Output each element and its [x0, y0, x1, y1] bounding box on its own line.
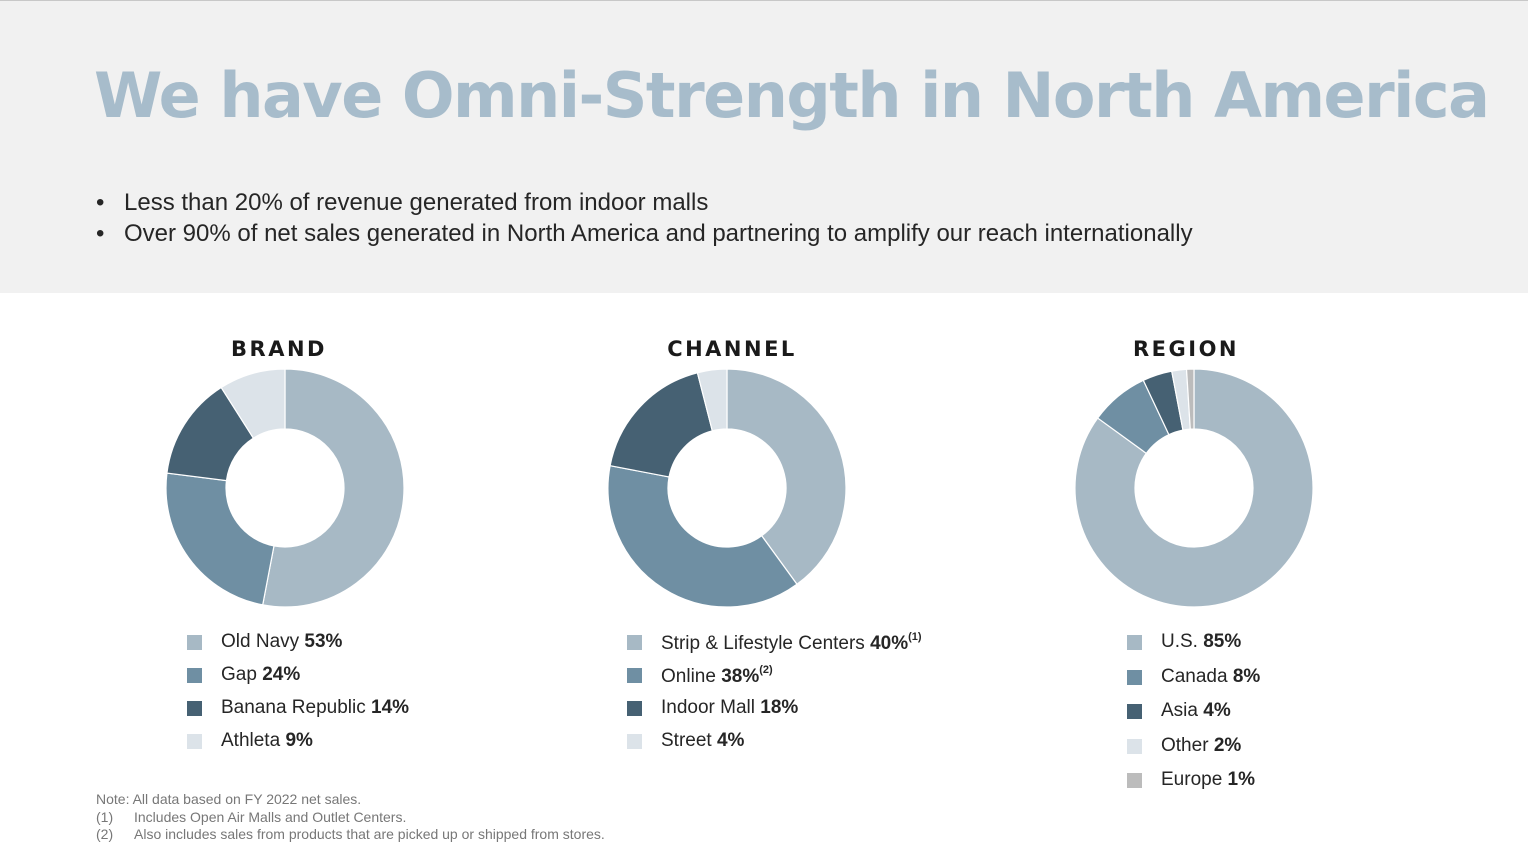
legend-label: Banana Republic: [221, 697, 371, 718]
legend-value: 85%: [1203, 631, 1242, 652]
legend-label: Indoor Mall: [661, 697, 761, 718]
legend-label: Gap: [221, 664, 263, 685]
legend-value: 24%: [262, 664, 301, 685]
legend-label: Strip & Lifestyle Centers: [661, 633, 871, 654]
header-band: We have Omni-Strength in North America •…: [0, 0, 1528, 293]
footnote-mark: (2): [96, 826, 114, 842]
channel-donut-chart: [607, 368, 847, 608]
legend-value: 4%: [1203, 700, 1231, 721]
footnote-mark: (1): [96, 808, 114, 825]
region-legend: U.S. 85% Canada 8% Asia 4% Other 2% Europe 1…: [1127, 631, 1367, 796]
slice-athleta: [220, 368, 286, 440]
slice-old-navy: [261, 368, 405, 608]
slice-gap: [165, 472, 275, 606]
legend-swatch-icon: [1127, 773, 1142, 788]
legend-label: Street: [661, 730, 717, 751]
legend-value: 38%: [721, 666, 760, 687]
legend-label: Athleta: [221, 730, 286, 751]
brand-chart-title: BRAND: [231, 337, 327, 361]
legend-value: 2%: [1213, 734, 1242, 756]
legend-value: 14%: [371, 697, 410, 718]
legend-value: 18%: [760, 697, 799, 718]
slice-strip-lifestyle-centers: [726, 368, 847, 586]
legend-swatch-icon: [187, 701, 202, 716]
footnote-marker: (2): [759, 664, 773, 676]
legend-text: Other 2%: [1161, 735, 1241, 757]
legend-swatch-icon: [187, 635, 202, 650]
legend-value: 8%: [1232, 665, 1261, 687]
legend-label: Asia: [1161, 700, 1204, 721]
slice-indoor-mall: [609, 372, 714, 478]
slice-street: [696, 368, 728, 432]
legend-text: Street 4%: [661, 730, 744, 752]
footnote-text: Also includes sales from products that a…: [134, 826, 605, 842]
legend-swatch-icon: [187, 668, 202, 683]
legend-text: Strip & Lifestyle Centers 40%(1): [661, 631, 922, 655]
brand-legend: Old Navy 53% Gap 24% Banana Republic 14% At…: [187, 631, 487, 761]
slice-europe: [1185, 368, 1195, 430]
legend-label: Canada: [1161, 665, 1233, 687]
legend-swatch-icon: [187, 734, 202, 749]
region-chart-title: REGION: [1133, 337, 1239, 361]
legend-label: Europe: [1161, 769, 1228, 790]
region-donut-chart: [1074, 368, 1314, 608]
legend-text: Asia 4%: [1161, 700, 1231, 722]
channel-chart-title: CHANNEL: [667, 337, 797, 361]
legend-value: 9%: [285, 730, 313, 751]
legend-swatch-icon: [627, 734, 642, 749]
legend-text: Online 38%(2): [661, 664, 773, 688]
legend-value: 53%: [304, 631, 343, 652]
footnote-1: (1) Includes Open Air Malls and Outlet Ce…: [96, 809, 605, 827]
bullet-text: Over 90% of net sales generated in North…: [124, 220, 1193, 247]
bullet-list: • Less than 20% of revenue generated from…: [96, 187, 1193, 249]
legend-text: Indoor Mall 18%: [661, 697, 798, 719]
legend-swatch-icon: [627, 701, 642, 716]
legend-value: 4%: [716, 730, 745, 751]
legend-text: Athleta 9%: [221, 730, 313, 752]
bullet-text: Less than 20% of revenue generated from …: [124, 189, 709, 216]
slice-online: [607, 464, 798, 608]
page-title: We have Omni-Strength in North America: [94, 59, 1490, 132]
legend-swatch-icon: [627, 635, 642, 650]
legend-text: Old Navy 53%: [221, 631, 342, 653]
footnote-2: (2) Also includes sales from products tha…: [96, 826, 605, 844]
legend-text: Banana Republic 14%: [221, 697, 409, 719]
note-line: Note: All data based on FY 2022 net sale…: [96, 791, 362, 807]
legend-text: Canada 8%: [1161, 666, 1260, 688]
channel-legend: Strip & Lifestyle Centers 40%(1) Online 3…: [627, 631, 967, 761]
bullet-icon: •: [96, 220, 105, 247]
legend-text: Europe 1%: [1161, 769, 1255, 791]
legend-label: Other: [1161, 734, 1214, 756]
footnote-marker: (1): [908, 631, 922, 643]
legend-swatch-icon: [1127, 738, 1142, 754]
legend-label: Online: [661, 666, 722, 687]
legend-swatch-icon: [1127, 669, 1142, 685]
legend-value: 40%: [870, 633, 909, 654]
notes: Note: All data based on FY 2022 net sale…: [96, 791, 605, 844]
legend-label: Old Navy: [221, 631, 305, 652]
footnote-text: Includes Open Air Malls and Outlet Cente…: [134, 808, 407, 825]
bullet-item: • Over 90% of net sales generated in Nort…: [96, 218, 1193, 249]
legend-swatch-icon: [1127, 635, 1142, 650]
brand-donut-chart: [165, 368, 405, 608]
legend-value: 1%: [1227, 769, 1256, 790]
legend-text: U.S. 85%: [1161, 631, 1241, 653]
legend-text: Gap 24%: [221, 664, 300, 686]
slice-u-s: [1074, 368, 1314, 608]
bullet-icon: •: [96, 189, 105, 216]
legend-label: U.S.: [1161, 631, 1204, 652]
bullet-item: • Less than 20% of revenue generated from…: [96, 187, 1193, 218]
legend-swatch-icon: [627, 668, 642, 683]
legend-swatch-icon: [1127, 704, 1142, 719]
